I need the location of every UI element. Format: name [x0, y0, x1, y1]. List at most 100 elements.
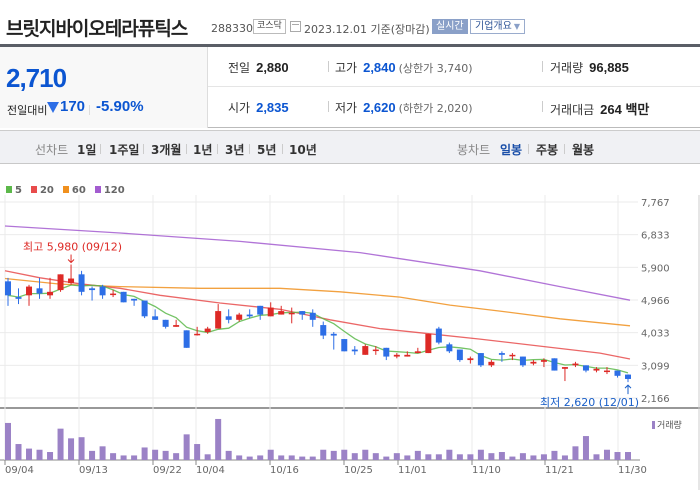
- x-tick-label: 09/04: [5, 465, 34, 476]
- volume-swatch: [652, 421, 655, 429]
- volume-bar: [309, 456, 316, 460]
- divider: [328, 61, 329, 72]
- candle-down: [141, 300, 148, 317]
- candle-down: [78, 274, 85, 292]
- ma120-line: [4, 225, 631, 301]
- volume-bar: [372, 453, 379, 460]
- candle-down: [582, 365, 589, 371]
- volume-bar: [194, 444, 201, 460]
- low-price: 저가 2,620 (하한가 2,020): [335, 100, 473, 115]
- candle-chart-label: 봉차트: [457, 143, 491, 157]
- x-tick-label: 11/10: [472, 465, 501, 476]
- volume-bar: [5, 422, 11, 460]
- tab-5year[interactable]: 5년: [257, 143, 277, 157]
- candle-down: [446, 344, 453, 352]
- volume-bar: [498, 452, 505, 460]
- volume-legend-label: 거래량: [657, 421, 682, 431]
- volume-bar: [435, 454, 442, 460]
- candle-up: [362, 346, 369, 355]
- volume-bar: [183, 434, 190, 460]
- ma5-line: [7, 284, 629, 374]
- volume-bar: [614, 452, 621, 460]
- volume-bar: [320, 449, 327, 460]
- x-tick-label: 10/25: [344, 465, 373, 476]
- volume-bar: [99, 446, 106, 460]
- tab-3year[interactable]: 3년: [225, 143, 245, 157]
- candle-down: [614, 370, 621, 376]
- candle-up: [236, 314, 243, 320]
- stock-header: 브릿지바이오테라퓨틱스 288330 코스닥 2023.12.01 기준(장마감…: [0, 0, 700, 44]
- tab-monthly[interactable]: 월봉: [572, 143, 595, 157]
- volume-bar: [267, 449, 274, 460]
- candle-up: [372, 349, 379, 352]
- candle-down: [477, 353, 484, 366]
- candle-up: [530, 361, 537, 364]
- quote-row-2: 시가 2,835 저가 2,620 (하한가 2,020) 거래대금 264 백만: [208, 87, 700, 127]
- candle-up: [267, 307, 274, 317]
- candle-up: [467, 358, 474, 361]
- volume-bar: [47, 452, 54, 460]
- volume-bar: [141, 447, 148, 460]
- calendar-icon: [290, 21, 301, 32]
- x-tick-label: 09/13: [79, 465, 108, 476]
- tab-1day[interactable]: 1일: [77, 143, 97, 157]
- candle-down: [383, 347, 390, 357]
- candle-up: [110, 293, 117, 296]
- legend-label: 5: [15, 185, 22, 196]
- candle-down: [162, 319, 169, 327]
- divider: [217, 144, 218, 154]
- tab-daily[interactable]: 일봉: [500, 143, 523, 157]
- volume-bar: [540, 454, 547, 460]
- volume-bar: [551, 450, 558, 460]
- tab-10year[interactable]: 10년: [289, 143, 317, 157]
- candle-down: [5, 281, 11, 296]
- current-price: 2,710: [6, 63, 67, 93]
- candle-up: [57, 274, 64, 291]
- current-price-box: 2,710 전일대비 170 -5.90%: [0, 47, 208, 128]
- x-tick-label: 10/16: [270, 465, 299, 476]
- volume-bar: [236, 455, 243, 460]
- legend-label: 60: [71, 185, 86, 196]
- candle-down: [15, 297, 22, 299]
- legend-item-ma120: 120: [94, 185, 125, 196]
- divider: [542, 61, 543, 72]
- candle-up: [26, 286, 33, 296]
- x-tick-label: 11/01: [398, 465, 427, 476]
- volume-bar: [215, 418, 222, 460]
- company-info-label: 기업개요: [475, 21, 512, 32]
- volume-bar: [467, 454, 474, 460]
- tab-1year[interactable]: 1년: [193, 143, 213, 157]
- volume-bar: [278, 455, 285, 460]
- candle-up: [288, 312, 295, 315]
- volume-bar: [204, 454, 211, 460]
- candle-down: [36, 288, 43, 294]
- volume-bar: [120, 455, 127, 460]
- ma-legend: 5 20 60 120: [6, 185, 134, 196]
- volume-bar: [351, 453, 358, 460]
- volume-bar: [509, 456, 516, 460]
- volume-bar: [131, 455, 138, 460]
- candle-down: [120, 291, 127, 303]
- candle-up: [540, 360, 547, 362]
- divider: [328, 101, 329, 112]
- legend-item-ma5: 5: [6, 185, 22, 196]
- realtime-button[interactable]: 실시간: [432, 19, 468, 34]
- company-info-dropdown[interactable]: 기업개요 ▼: [470, 19, 525, 34]
- volume-bar: [456, 454, 463, 460]
- tab-weekly[interactable]: 주봉: [536, 143, 559, 157]
- tab-1week[interactable]: 1주일: [109, 143, 140, 157]
- candle-down: [299, 311, 306, 315]
- volume-bar: [561, 455, 568, 460]
- candle-up: [488, 361, 495, 366]
- divider: [542, 101, 543, 112]
- y-tick-label: 2,166: [641, 394, 670, 405]
- candle-down: [456, 349, 463, 361]
- candle-up: [509, 354, 516, 357]
- volume-bar: [362, 449, 369, 460]
- candle-down: [246, 314, 253, 317]
- down-triangle-icon: [47, 102, 59, 113]
- tab-3month[interactable]: 3개월: [151, 143, 182, 157]
- y-tick-label: 4,033: [641, 329, 670, 340]
- volume-bar: [246, 456, 253, 460]
- volume-bar: [519, 453, 526, 460]
